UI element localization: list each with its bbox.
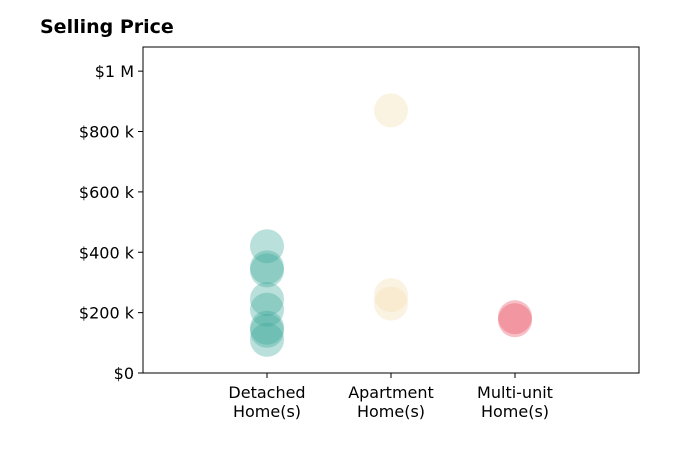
y-tick-label: $200 k bbox=[79, 304, 135, 323]
data-point bbox=[498, 303, 532, 338]
data-points bbox=[250, 93, 532, 357]
data-point bbox=[374, 286, 408, 321]
data-point bbox=[250, 322, 284, 357]
data-point bbox=[250, 292, 284, 327]
y-tick-label: $800 k bbox=[79, 123, 135, 142]
data-point bbox=[374, 93, 408, 128]
y-tick-label: $400 k bbox=[79, 243, 135, 262]
data-point bbox=[250, 250, 284, 285]
y-tick-label: $600 k bbox=[79, 183, 135, 202]
y-tick-label: $0 bbox=[114, 364, 134, 383]
data-point bbox=[374, 278, 408, 313]
data-point bbox=[250, 313, 284, 348]
x-tick-label: Detached Home(s) bbox=[228, 383, 305, 421]
data-point bbox=[250, 282, 284, 317]
x-tick-label: Multi-unit Home(s) bbox=[477, 383, 553, 421]
data-point bbox=[250, 229, 284, 264]
x-tick-label: Apartment Home(s) bbox=[348, 383, 434, 421]
x-axis: Detached Home(s) Apartment Home(s) Multi-uni… bbox=[228, 373, 553, 421]
y-axis: $0 $200 k $400 k $600 k $800 k $1 M bbox=[79, 62, 143, 383]
chart-title: Selling Price bbox=[40, 16, 174, 38]
data-point bbox=[250, 310, 284, 345]
data-point bbox=[250, 253, 284, 288]
y-tick-label: $1 M bbox=[95, 62, 134, 81]
plot-area bbox=[142, 46, 640, 374]
data-point bbox=[498, 300, 532, 335]
